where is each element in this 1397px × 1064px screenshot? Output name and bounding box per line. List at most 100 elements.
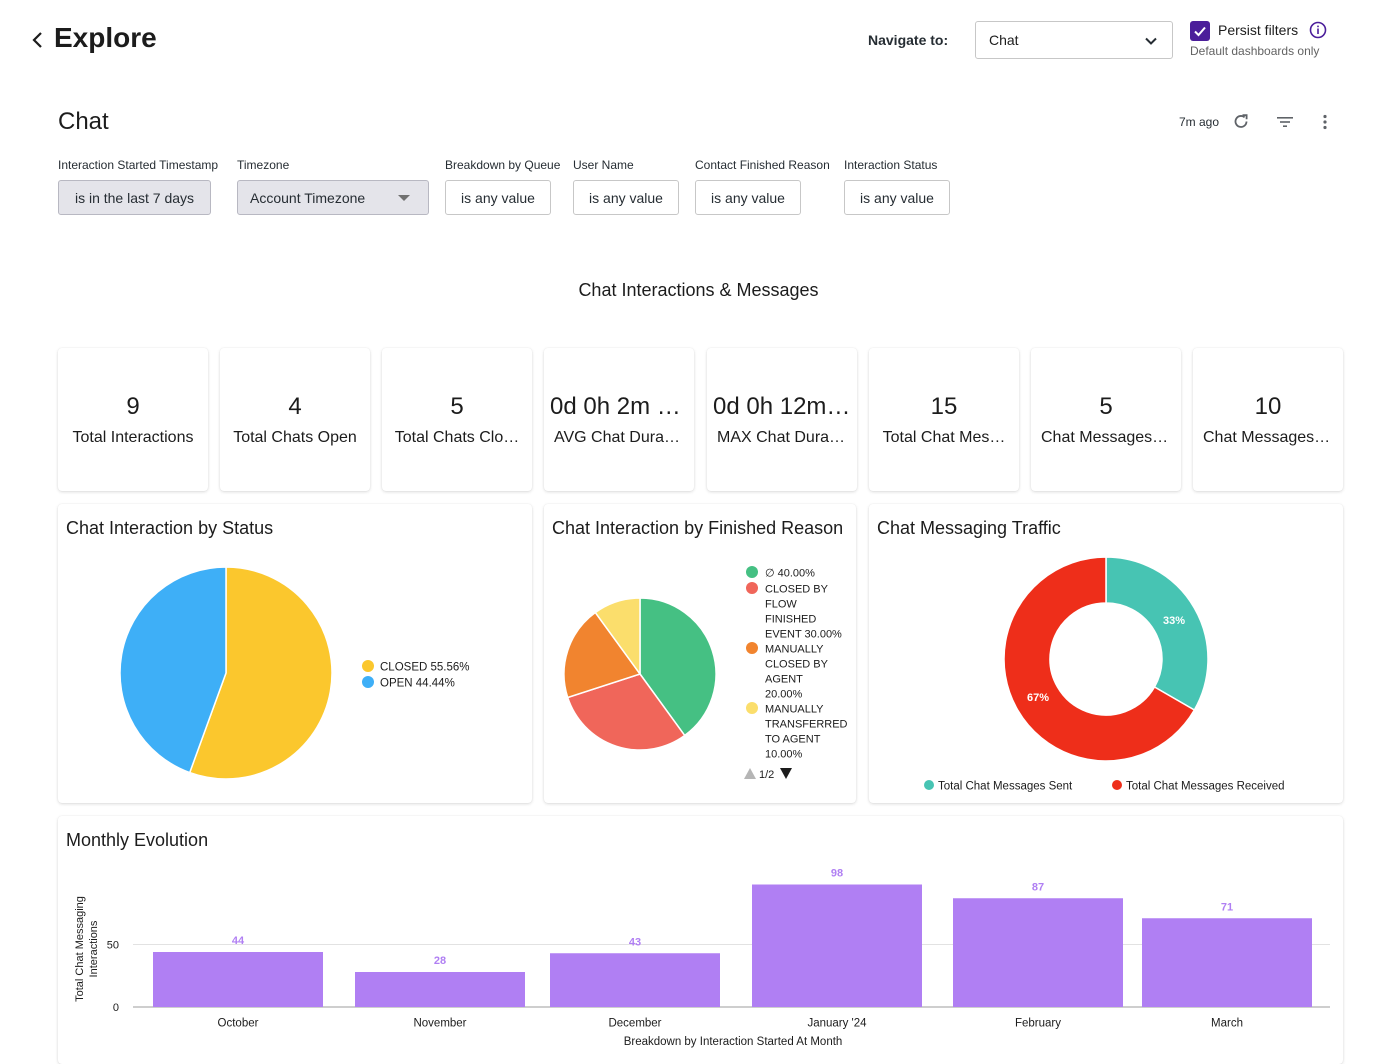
legend-item: FLOW [765,599,797,611]
legend-swatch-sent [924,780,934,790]
monthly-chart-tile: Monthly Evolution 44 October 28 November 43 D… [58,816,1343,1064]
legend-item: AGENT [765,674,803,686]
bar-november[interactable] [355,972,525,1007]
y-axis-label: Total Chat Messaging [74,896,86,1002]
navigate-select-value: Chat [989,32,1019,48]
pager-down-icon[interactable] [780,768,792,779]
legend-item: EVENT 30.00% [765,629,842,641]
info-icon[interactable] [1309,21,1327,39]
legend-item: CLOSED BY [765,659,829,671]
traffic-slice-total-chat-messages-received[interactable] [1003,556,1196,762]
legend-item: TO AGENT [765,734,821,746]
kpi-label: Total Chat Mes… [882,429,1006,446]
filter-label-timezone: Timezone [237,158,290,172]
bar-january-24[interactable] [752,884,922,1008]
legend-swatch-received [1112,780,1122,790]
filter-queue[interactable]: is any value [445,180,551,215]
bar-value-label: 98 [831,868,843,880]
kpi-tile[interactable]: 9 Total Interactions [58,348,208,491]
bar-february[interactable] [953,898,1123,1007]
filter-timezone-value: Account Timezone [250,189,366,206]
legend-item-sent: Total Chat Messages Sent [938,781,1073,793]
x-tick-label: March [1211,1018,1243,1030]
reason-slice-closed-by-flow-finished-event[interactable] [566,673,686,751]
legend-pager: 1/2 [759,769,774,781]
chevron-down-icon [1145,37,1157,45]
kpi-label: Total Chats Clo… [394,429,520,446]
bar-march[interactable] [1142,918,1312,1007]
kpi-tile[interactable]: 0d 0h 2m 5… AVG Chat Durati… [544,348,694,491]
y-axis-label: Interactions [88,920,100,977]
filter-interaction-status[interactable]: is any value [844,180,950,215]
x-tick-label: January '24 [807,1018,867,1030]
kpi-label: MAX Chat Durat… [717,429,850,446]
x-axis-label: Breakdown by Interaction Started At Mont… [624,1036,843,1048]
persist-filters-checkbox[interactable] [1190,21,1210,41]
page-title: Explore [54,22,157,53]
filter-user-name[interactable]: is any value [573,180,679,215]
kpi-label: Total Interactions [72,429,194,446]
filter-label-interaction-status: Interaction Status [844,158,938,172]
legend-item: 10.00% [765,749,803,761]
filter-label-timestamp: Interaction Started Timestamp [58,158,219,172]
caret-down-icon [398,195,410,201]
kpi-label: Chat Messages … [1041,429,1173,446]
kpi-tile[interactable]: 15 Total Chat Mes… [869,348,1019,491]
status-chart-tile: Chat Interaction by Status CLOSED 55.56%… [58,504,532,803]
reason-chart-tile: Chat Interaction by Finished Reason ∅ 40… [544,504,856,803]
bar-october[interactable] [153,952,323,1007]
reason-chart-title: Chat Interaction by Finished Reason [552,518,844,538]
refresh-icon[interactable] [1231,112,1251,132]
bar-value-label: 44 [232,935,245,947]
legend-item: ∅ 40.00% [765,568,815,580]
more-vert-icon[interactable] [1315,112,1335,132]
filter-timezone-select[interactable]: Account Timezone [237,180,429,215]
section-title: Chat Interactions & Messages [578,280,819,300]
kpi-value: 5 [1099,393,1113,420]
kpi-value: 15 [930,393,958,420]
reason-pie-chart: ∅ 40.00% CLOSED BY FLOW FINISHED EVENT 3… [563,566,848,781]
y-tick-label: 0 [113,1002,119,1014]
legend-swatch-open [362,676,374,688]
legend-item: MANUALLY [765,644,824,656]
traffic-chart-title: Chat Messaging Traffic [877,518,1061,538]
kpi-value: 10 [1254,393,1282,420]
navigate-select[interactable]: Chat [975,21,1173,59]
bar-value-label: 43 [629,936,641,948]
filter-label-finished-reason: Contact Finished Reason [695,158,830,172]
kpi-tile[interactable]: 5 Chat Messages … [1031,348,1181,491]
kpi-tile[interactable]: 0d 0h 12m … MAX Chat Durat… [707,348,857,491]
persist-filters-subtext: Default dashboards only [1190,44,1320,58]
dashboard-title: Chat [58,108,109,135]
filter-icon[interactable] [1275,112,1295,132]
reason-slice-manually-closed-by-agent[interactable] [563,611,642,699]
donut-label-sent: 33% [1163,615,1185,627]
status-slice-open[interactable] [119,566,227,774]
legend-item: MANUALLY [765,704,824,716]
kpi-value: 5 [450,393,464,420]
pager-up-icon[interactable] [744,768,756,779]
filter-finished-reason[interactable]: is any value [695,180,801,215]
traffic-slice-total-chat-messages-sent[interactable] [1105,556,1209,712]
reason-slice-empty[interactable] [639,597,717,737]
kpi-tile[interactable]: 10 Chat Messages … [1193,348,1343,491]
kpi-value: 0d 0h 12m … [713,393,857,420]
kpi-label: Chat Messages … [1203,429,1335,446]
status-slice-closed[interactable] [188,566,333,780]
kpi-value: 0d 0h 2m 5… [550,393,694,420]
legend-swatch [746,566,758,578]
status-chart-title: Chat Interaction by Status [66,518,274,538]
monthly-chart-title: Monthly Evolution [66,830,209,850]
bar-december[interactable] [550,953,720,1007]
legend-item: 20.00% [765,689,803,701]
kpi-tile[interactable]: 4 Total Chats Open [220,348,370,491]
donut-label-received: 67% [1027,692,1049,704]
filter-timestamp[interactable]: is in the last 7 days [58,180,211,215]
kpi-tile[interactable]: 5 Total Chats Clo… [382,348,532,491]
kpi-value: 4 [288,393,302,420]
kpi-value: 9 [126,393,140,420]
chevron-left-icon[interactable] [30,30,46,50]
x-tick-label: October [218,1018,259,1030]
filter-label-user-name: User Name [573,158,634,172]
reason-slice-manually-transferred-to-agent[interactable] [594,597,641,677]
